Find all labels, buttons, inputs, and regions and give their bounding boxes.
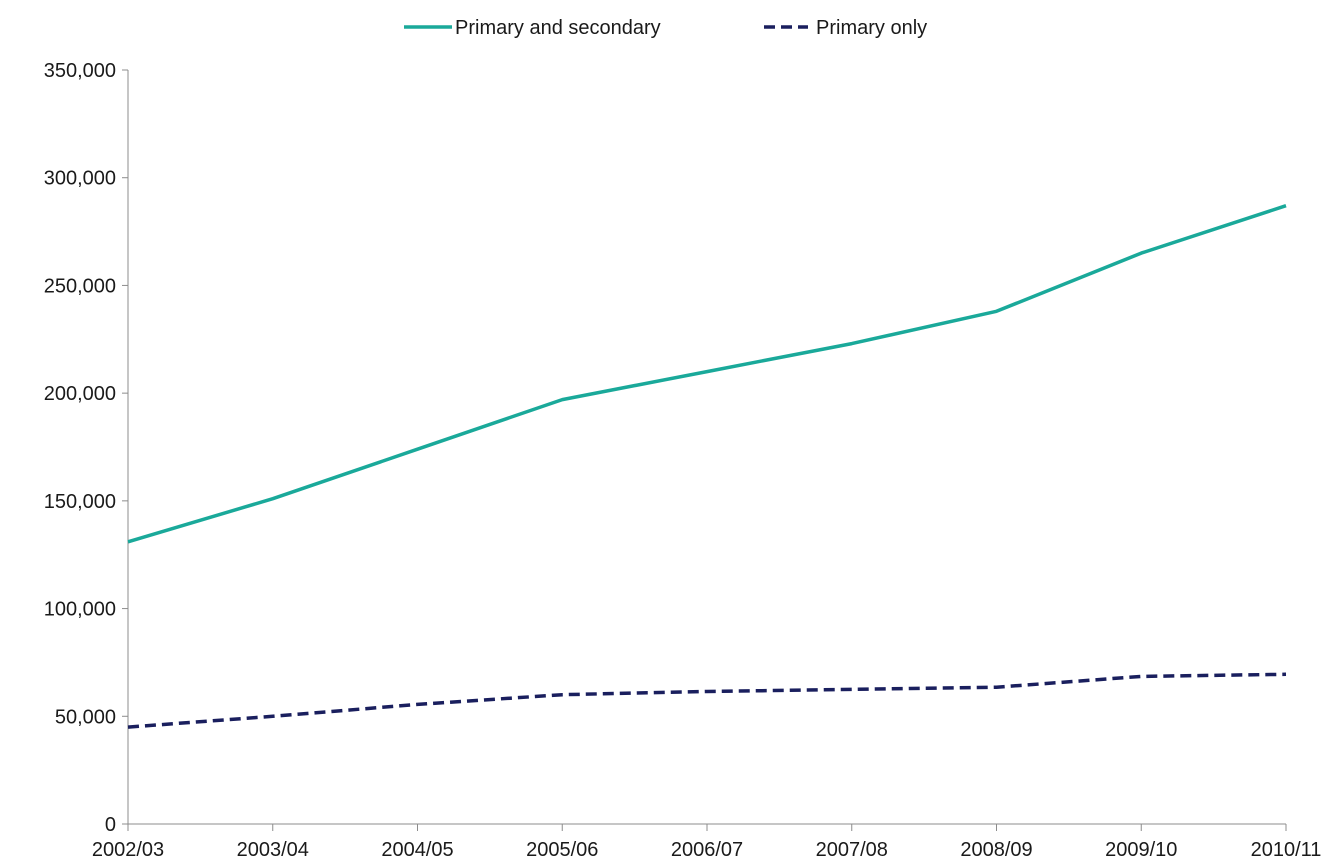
legend-item-1: Primary only — [764, 17, 927, 39]
series-layer — [127, 204, 1287, 729]
x-tick-label: 2009/10 — [1105, 839, 1177, 861]
x-tick-label: 2008/09 — [960, 839, 1032, 861]
legend: Primary and secondary Primary only — [404, 17, 927, 39]
x-tick-label: 2010/11 — [1251, 839, 1322, 861]
legend-label: Primary and secondary — [455, 17, 661, 39]
series-line-0 — [127, 204, 1287, 544]
y-tick-label: 0 — [105, 814, 116, 836]
y-tick-label: 100,000 — [44, 599, 116, 621]
x-tick-label: 2003/04 — [237, 839, 309, 861]
y-tick-label: 300,000 — [44, 168, 116, 190]
x-tick-label: 2002/03 — [92, 839, 164, 861]
y-tick-label: 200,000 — [44, 383, 116, 405]
y-tick-label: 350,000 — [44, 60, 116, 82]
x-tick-label: 2004/05 — [381, 839, 453, 861]
x-tick-label: 2007/08 — [816, 839, 888, 861]
y-tick-label: 50,000 — [55, 706, 116, 728]
y-tick-label: 250,000 — [44, 275, 116, 297]
legend-item-0: Primary and secondary — [404, 17, 661, 39]
legend-label: Primary only — [816, 17, 927, 39]
series-line-1 — [127, 672, 1287, 729]
x-tick-label: 2006/07 — [671, 839, 743, 861]
x-tick-label: 2005/06 — [526, 839, 598, 861]
y-axis: 0 50,000 100,000 150,000 200,000 250,000 300,0… — [44, 60, 129, 836]
y-tick-label: 150,000 — [44, 491, 116, 513]
x-axis: 2002/03 2003/04 2004/05 2005/06 2006/07 2007/… — [92, 823, 1322, 861]
